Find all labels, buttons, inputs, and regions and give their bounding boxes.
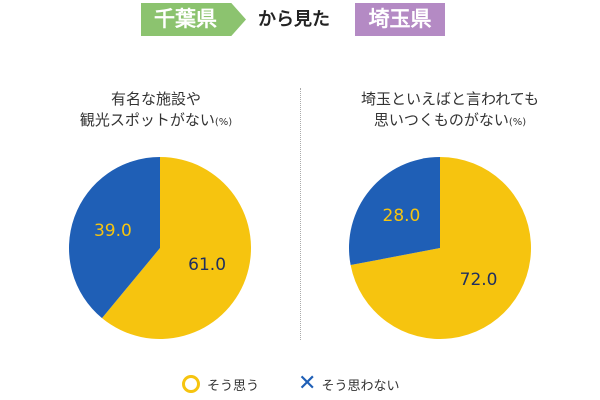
legend-yes-label: そう思う (207, 378, 260, 394)
chart-title-left-unit: (%) (214, 117, 233, 128)
chart-title-right: 埼玉といえばと言われても 思いつくものがない(%) (330, 89, 570, 133)
pie-left-slice-yes (101, 157, 252, 339)
pie-right-label-yes: 72.0 (460, 270, 498, 290)
circle-icon (182, 375, 200, 393)
pie-left-slice-no (69, 157, 160, 319)
legend-item-yes: そう思う (182, 372, 259, 396)
chart-title-right-line1: 埼玉といえばと言われても (360, 90, 540, 108)
pie-right-slice-yes (350, 157, 531, 339)
chart-title-left-line2-wrap: 観光スポットがない(%) (40, 110, 272, 133)
chart-title-left: 有名な施設や 観光スポットがない(%) (40, 89, 272, 133)
chart-title-right-line2: 思いつくものがない (373, 111, 509, 129)
chart-title-right-unit: (%) (508, 117, 527, 128)
pie-left-label-yes: 61.0 (188, 255, 226, 275)
legend-no-label: そう思わない (321, 378, 400, 394)
chart-divider (300, 88, 301, 340)
pie-chart-left: 61.0 39.0 (69, 157, 252, 339)
target-prefecture-tag: 埼玉県 (355, 3, 445, 36)
pie-chart-right: 72.0 28.0 (349, 157, 531, 339)
legend: そう思う ✕ そう思わない (0, 372, 600, 396)
header: 千葉県 から見た 埼玉県 (0, 0, 600, 42)
legend-item-no: ✕ そう思わない (298, 372, 399, 396)
chart-title-left-line1: 有名な施設や (110, 90, 201, 108)
cross-icon: ✕ (298, 371, 317, 396)
pie-right-slice-no (349, 157, 440, 266)
pie-right-label-no: 28.0 (383, 206, 421, 226)
chart-title-left-line2: 観光スポットがない (79, 111, 215, 129)
chart-title-right-line2-wrap: 思いつくものがない(%) (330, 110, 570, 133)
header-connector-text: から見た (258, 9, 330, 30)
pie-left-label-no: 39.0 (94, 221, 132, 241)
source-prefecture-tag: 千葉県 (141, 3, 246, 36)
